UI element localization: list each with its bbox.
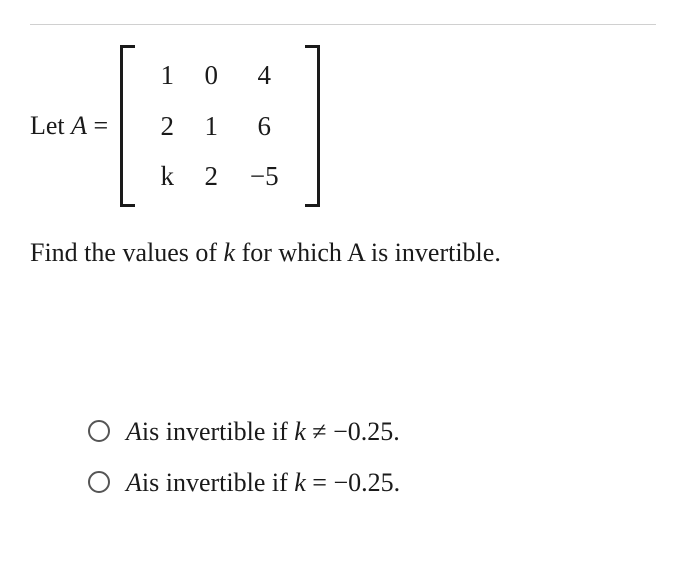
radio-icon[interactable] <box>88 471 110 493</box>
matrix-cell: k <box>154 156 180 197</box>
opt-val: −0.25. <box>333 468 400 497</box>
bracket-right <box>306 45 320 207</box>
opt-val: −0.25. <box>333 417 400 446</box>
q-var-k: k <box>224 238 236 267</box>
option-2-text: Ais invertible if k = −0.25. <box>126 463 400 502</box>
question-text: Find the values of k for which A is inve… <box>30 233 656 272</box>
q-suffix: for which A is invertible. <box>235 238 501 267</box>
matrix-definition: Let A = 1 0 4 2 1 6 k 2 −5 <box>30 45 656 207</box>
option-2[interactable]: Ais invertible if k = −0.25. <box>88 463 656 502</box>
matrix-body: 1 0 4 2 1 6 k 2 −5 <box>136 45 304 207</box>
option-1-text: Ais invertible if k ≠ −0.25. <box>126 412 400 451</box>
matrix-cell: 6 <box>242 106 286 147</box>
bracket-left <box>120 45 134 207</box>
top-divider <box>30 24 656 25</box>
matrix: 1 0 4 2 1 6 k 2 −5 <box>120 45 320 207</box>
matrix-row: 2 1 6 <box>154 106 286 147</box>
matrix-cell: 0 <box>198 55 224 96</box>
opt-var-k: k <box>294 468 306 497</box>
opt-rel: ≠ <box>306 417 333 446</box>
opt-mid: is invertible if <box>142 468 288 497</box>
matrix-cell: −5 <box>242 156 286 197</box>
opt-rel: = <box>306 468 334 497</box>
radio-icon[interactable] <box>88 420 110 442</box>
matrix-row: k 2 −5 <box>154 156 286 197</box>
options-group: Ais invertible if k ≠ −0.25. Ais inverti… <box>30 412 656 502</box>
opt-var-k: k <box>294 417 306 446</box>
opt-mid: is invertible if <box>142 417 288 446</box>
q-prefix: Find the values of <box>30 238 224 267</box>
opt-var-a: A <box>126 468 142 497</box>
opt-var-a: A <box>126 417 142 446</box>
option-1[interactable]: Ais invertible if k ≠ −0.25. <box>88 412 656 451</box>
matrix-cell: 1 <box>154 55 180 96</box>
matrix-cell: 1 <box>198 106 224 147</box>
let-a-prefix: Let A = <box>30 106 108 145</box>
matrix-cell: 2 <box>198 156 224 197</box>
var-a: A <box>71 111 87 140</box>
matrix-cell: 4 <box>242 55 286 96</box>
equals-text: = <box>87 111 108 140</box>
matrix-cell: 2 <box>154 106 180 147</box>
let-text: Let <box>30 111 71 140</box>
matrix-row: 1 0 4 <box>154 55 286 96</box>
